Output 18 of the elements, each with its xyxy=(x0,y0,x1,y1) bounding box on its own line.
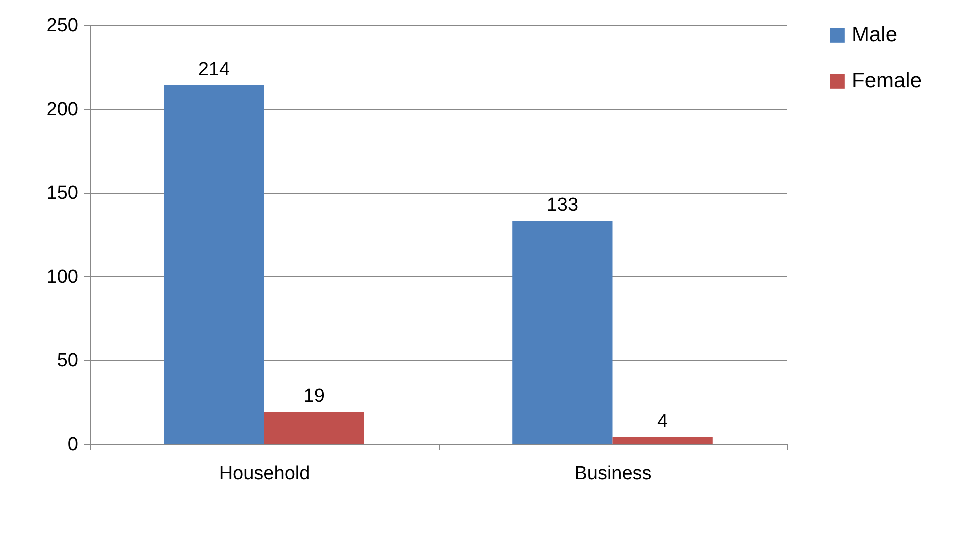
y-tick-label: 250 xyxy=(46,16,78,36)
data-label: 19 xyxy=(304,386,325,408)
data-label: 4 xyxy=(658,411,669,432)
y-tick-label: 100 xyxy=(46,266,78,288)
y-tick-label: 150 xyxy=(46,183,78,204)
y-tick-label: 0 xyxy=(68,434,78,456)
bar xyxy=(264,412,364,444)
data-label: 214 xyxy=(198,59,230,80)
legend-label: Male xyxy=(852,24,898,46)
bar xyxy=(164,85,264,444)
legend-label: Female xyxy=(852,70,922,92)
x-tick-label: Household xyxy=(219,464,310,484)
bar xyxy=(612,437,713,444)
y-tick-label: 200 xyxy=(46,99,78,120)
data-label: 133 xyxy=(546,195,579,216)
y-tick-label: 50 xyxy=(57,350,78,372)
x-tick-label: Business xyxy=(574,464,652,484)
bar xyxy=(512,221,613,444)
